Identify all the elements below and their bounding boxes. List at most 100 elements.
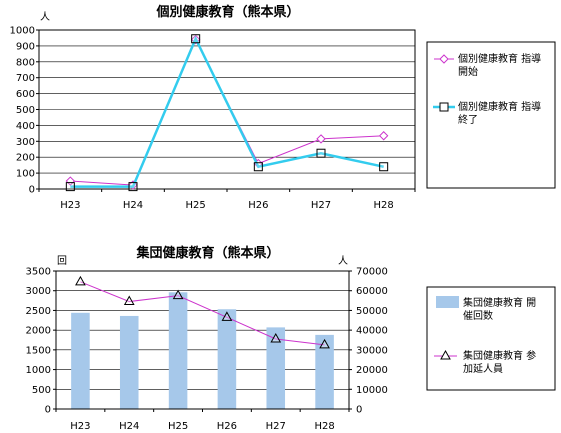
chart2-legend-label-sessions-2: 催回数 bbox=[463, 309, 493, 322]
chart1-x-axis: H23 H24 H25 H26 H27 H28 bbox=[38, 189, 416, 211]
chart2-y-tick-label: 3000 bbox=[26, 286, 51, 297]
chart2-participants-point bbox=[172, 289, 184, 300]
chart2-legend-label-sessions-1: 集団健康教育 開 bbox=[463, 296, 536, 309]
chart2-y2-tick-label: 0 bbox=[356, 405, 362, 416]
chart1-series-line-start bbox=[70, 38, 384, 186]
chart1-legend-box bbox=[426, 41, 556, 189]
chart2-y2-tick-label: 40000 bbox=[356, 326, 388, 337]
chart2-y-tick-label: 1500 bbox=[26, 345, 51, 356]
chart2-participants-point bbox=[319, 338, 330, 349]
chart2-x-tick-label: H27 bbox=[266, 421, 286, 432]
chart2-x-tick-label: H23 bbox=[70, 421, 90, 432]
chart2-y2-tick-label: 10000 bbox=[356, 385, 388, 396]
chart2-x-tick-label: H25 bbox=[168, 421, 188, 432]
legend-square-marker bbox=[439, 102, 449, 112]
chart2-participants-point bbox=[221, 311, 233, 321]
chart1-x-tick-label: H27 bbox=[311, 200, 331, 211]
chart2-y-axis-right: 0 10000 20000 30000 40000 50000 60000 70000 bbox=[349, 267, 388, 416]
legend-bar-swatch bbox=[436, 296, 459, 308]
chart2-plot-area bbox=[55, 270, 350, 410]
chart2-y-tick-label: 500 bbox=[32, 385, 51, 396]
chart2-legend: 集団健康教育 開 催回数 集団健康教育 参 加延人員 bbox=[426, 286, 556, 391]
chart2-y2-tick-label: 50000 bbox=[356, 306, 388, 317]
chart1-legend-item-start: 個別健康教育 指導 開始 bbox=[434, 52, 541, 78]
chart1-y-tick-label: 500 bbox=[16, 105, 35, 116]
chart1-legend-label-start-1: 個別健康教育 指導 bbox=[458, 52, 541, 65]
chart1-series-line-end bbox=[70, 35, 384, 188]
chart1-x-tick-label: H25 bbox=[186, 200, 206, 211]
chart1-legend-label-start-2: 開始 bbox=[458, 65, 478, 78]
chart1-legend-item-end: 個別健康教育 指導 終了 bbox=[433, 100, 541, 126]
legend-diamond-marker bbox=[439, 54, 449, 64]
chart2-y-axis-left: 0 500 1000 1500 2000 2500 3000 3500 bbox=[26, 267, 56, 416]
chart2-bar bbox=[266, 327, 286, 409]
chart2-right-unit-label: 人 bbox=[338, 255, 348, 267]
chart1-point-start bbox=[378, 131, 389, 141]
chart2-y-tick-label: 2000 bbox=[26, 326, 51, 337]
chart1-point-end bbox=[253, 162, 263, 172]
chart1-point-end bbox=[128, 182, 138, 192]
chart2-legend-item-participants: 集団健康教育 参 加延人員 bbox=[434, 349, 536, 375]
chart2-participants-point bbox=[123, 295, 135, 306]
chart1-x-tick-label: H23 bbox=[60, 200, 80, 211]
chart2-y2-tick-label: 20000 bbox=[356, 365, 388, 376]
chart2-bars bbox=[71, 292, 334, 409]
chart1-series bbox=[65, 34, 389, 192]
chart2-x-tick-label: H26 bbox=[217, 421, 237, 432]
chart1-point-end bbox=[316, 148, 326, 158]
chart2-bar bbox=[119, 315, 139, 409]
chart1-y-axis: 0 100 200 300 400 500 600 700 800 900 1000 bbox=[10, 26, 39, 196]
chart1-gridlines bbox=[39, 45, 415, 174]
chart1-legend-label-end-2: 終了 bbox=[458, 113, 478, 126]
chart1-point-end bbox=[379, 162, 389, 172]
chart2-bar bbox=[315, 334, 334, 409]
chart2-x-tick-label: H24 bbox=[119, 421, 139, 432]
chart1-legend: 個別健康教育 指導 開始 個別健康教育 指導 終了 bbox=[426, 41, 556, 189]
legend-triangle-marker bbox=[440, 349, 451, 360]
chart2-y-tick-label: 2500 bbox=[26, 306, 51, 317]
chart1-y-tick-label: 700 bbox=[16, 73, 35, 84]
chart2-legend-label-participants-2: 加延人員 bbox=[463, 363, 503, 375]
chart-individual-health-education: 個別健康教育（熊本県） 人 0 100 200 300 400 500 600 700 800 9… bbox=[10, 4, 556, 211]
chart1-y-tick-label: 400 bbox=[16, 121, 35, 132]
chart2-y-tick-label: 3500 bbox=[26, 267, 51, 278]
chart1-x-tick-label: H24 bbox=[123, 200, 143, 211]
chart1-y-tick-label: 600 bbox=[16, 89, 35, 100]
chart2-left-unit-label: 回 bbox=[57, 255, 67, 267]
chart1-legend-label-end-1: 個別健康教育 指導 bbox=[458, 100, 541, 113]
chart2-bar bbox=[168, 292, 188, 409]
chart1-y-tick-label: 300 bbox=[16, 137, 35, 148]
chart2-participants-line bbox=[80, 281, 325, 346]
chart1-y-tick-label: 0 bbox=[29, 185, 35, 196]
chart1-point-end bbox=[191, 34, 201, 44]
chart2-legend-item-sessions: 集団健康教育 開 催回数 bbox=[436, 296, 536, 322]
chart2-participants-series bbox=[75, 275, 330, 349]
chart2-x-tick-label: H28 bbox=[314, 421, 334, 432]
chart2-legend-label-participants-1: 集団健康教育 参 bbox=[463, 349, 536, 362]
chart1-x-tick-label: H28 bbox=[374, 200, 394, 211]
chart1-point-start bbox=[316, 134, 326, 144]
chart2-gridlines bbox=[56, 290, 349, 390]
chart-group-health-education: 集団健康教育（熊本県） 回 人 0 500 1000 1500 2000 2500 3000… bbox=[26, 245, 556, 432]
chart2-x-axis: H23 H24 H25 H26 H27 H28 bbox=[55, 409, 350, 432]
chart2-y2-tick-label: 30000 bbox=[356, 345, 388, 356]
chart2-y2-tick-label: 60000 bbox=[356, 286, 388, 297]
chart1-x-tick-label: H26 bbox=[248, 200, 268, 211]
chart1-y-tick-label: 800 bbox=[16, 57, 35, 68]
chart1-unit-label: 人 bbox=[40, 11, 50, 23]
chart1-point-end bbox=[65, 182, 75, 192]
chart1-y-tick-label: 900 bbox=[16, 41, 35, 52]
chart2-participants-point bbox=[75, 275, 86, 286]
chart1-y-tick-label: 200 bbox=[16, 153, 35, 164]
chart2-bar bbox=[71, 312, 90, 409]
chart2-participants-point bbox=[270, 332, 282, 343]
chart2-bar bbox=[217, 309, 237, 409]
chart1-title: 個別健康教育（熊本県） bbox=[155, 4, 299, 20]
chart2-y-tick-label: 1000 bbox=[26, 365, 51, 376]
chart2-title: 集団健康教育（熊本県） bbox=[135, 245, 279, 261]
chart1-y-tick-label: 1000 bbox=[10, 26, 35, 37]
chart1-y-tick-label: 100 bbox=[16, 169, 35, 180]
chart2-y-tick-label: 0 bbox=[45, 405, 51, 416]
chart2-y2-tick-label: 70000 bbox=[356, 267, 388, 278]
